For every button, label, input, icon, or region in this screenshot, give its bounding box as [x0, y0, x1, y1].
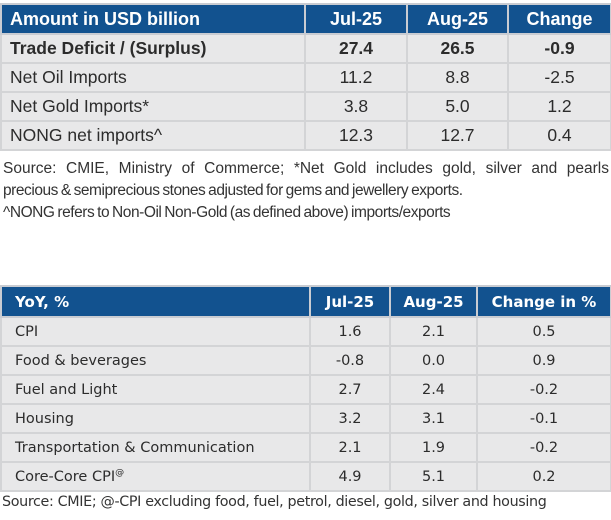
cpi-table-source-note: Source: CMIE; @-CPI excluding food, fuel…: [2, 494, 547, 510]
cell-jul: 11.2: [304, 62, 408, 93]
cell-aug: 8.8: [406, 62, 509, 93]
cpi-table: YoY, % Jul-25 Aug-25 Change in % CPI 1.6…: [0, 285, 611, 492]
cell-change: -0.9: [507, 33, 611, 64]
trade-table-source-note: Source: CMIE, Ministry of Commerce; *Net…: [3, 158, 609, 224]
cell-aug: 0.0: [389, 345, 478, 376]
cell-change: 0.9: [476, 345, 611, 376]
cell-jul: 12.3: [304, 120, 408, 151]
row-label: CPI: [0, 316, 311, 347]
table-row: Housing 3.2 3.1 -0.1: [0, 403, 611, 434]
header-amount: Amount in USD billion: [0, 3, 306, 35]
table-header-row: YoY, % Jul-25 Aug-25 Change in %: [0, 285, 611, 318]
cell-change: 0.2: [476, 461, 611, 492]
table-row: Net Oil Imports 11.2 8.8 -2.5: [0, 62, 611, 93]
row-label: Trade Deficit / (Surplus): [0, 33, 306, 64]
cell-jul: -0.8: [309, 345, 391, 376]
row-label-text: Core-Core CPI: [15, 469, 116, 485]
cell-aug: 2.4: [389, 374, 478, 405]
cell-change: 0.5: [476, 316, 611, 347]
row-label: Core-Core CPI@: [0, 461, 311, 492]
row-label: Transportation & Communication: [0, 432, 311, 463]
cell-aug: 5.0: [406, 91, 509, 122]
cell-change: 0.4: [507, 120, 611, 151]
cell-jul: 27.4: [304, 33, 408, 64]
table-row: Net Gold Imports* 3.8 5.0 1.2: [0, 91, 611, 122]
row-label-text: Fuel and Light: [15, 382, 118, 398]
source-note-line: precious & semiprecious stones adjusted …: [3, 182, 463, 199]
table-header-row: Amount in USD billion Jul-25 Aug-25 Chan…: [0, 3, 611, 35]
header-change: Change: [507, 3, 611, 35]
cell-aug: 1.9: [389, 432, 478, 463]
trade-deficit-table: Amount in USD billion Jul-25 Aug-25 Chan…: [0, 3, 611, 151]
row-label-text: CPI: [15, 324, 39, 340]
cell-jul: 2.7: [309, 374, 391, 405]
table-row: Food & beverages -0.8 0.0 0.9: [0, 345, 611, 376]
row-label-text: Housing: [15, 411, 74, 427]
header-aug: Aug-25: [406, 3, 509, 35]
source-note-line: ^NONG refers to Non-Oil Non-Gold (as def…: [3, 204, 451, 221]
table-row: Transportation & Communication 2.1 1.9 -…: [0, 432, 611, 463]
row-label: Food & beverages: [0, 345, 311, 376]
cell-aug: 26.5: [406, 33, 509, 64]
cell-change: -0.2: [476, 374, 611, 405]
cell-change: 1.2: [507, 91, 611, 122]
cell-aug: 5.1: [389, 461, 478, 492]
cell-jul: 3.2: [309, 403, 391, 434]
cell-change: -0.1: [476, 403, 611, 434]
cell-aug: 3.1: [389, 403, 478, 434]
cell-jul: 1.6: [309, 316, 391, 347]
row-label-sup: @: [115, 468, 125, 478]
row-label-text: Food & beverages: [15, 353, 147, 369]
table-row: Trade Deficit / (Surplus) 27.4 26.5 -0.9: [0, 33, 611, 64]
header-yoy: YoY, %: [0, 285, 311, 318]
table-row: Core-Core CPI@ 4.9 5.1 0.2: [0, 461, 611, 492]
cell-aug: 2.1: [389, 316, 478, 347]
header-aug: Aug-25: [389, 285, 478, 318]
row-label: Fuel and Light: [0, 374, 311, 405]
table-row: NONG net imports^ 12.3 12.7 0.4: [0, 120, 611, 151]
row-label: NONG net imports^: [0, 120, 306, 151]
cell-jul: 3.8: [304, 91, 408, 122]
row-label: Net Oil Imports: [0, 62, 306, 93]
row-label: Net Gold Imports*: [0, 91, 306, 122]
source-note-line: Source: CMIE, Ministry of Commerce; *Net…: [3, 160, 609, 177]
cell-change: -2.5: [507, 62, 611, 93]
cell-jul: 4.9: [309, 461, 391, 492]
table-row: Fuel and Light 2.7 2.4 -0.2: [0, 374, 611, 405]
header-jul: Jul-25: [309, 285, 391, 318]
header-change: Change in %: [476, 285, 611, 318]
cell-aug: 12.7: [406, 120, 509, 151]
header-jul: Jul-25: [304, 3, 408, 35]
table-row: CPI 1.6 2.1 0.5: [0, 316, 611, 347]
row-label: Housing: [0, 403, 311, 434]
row-label-text: Transportation & Communication: [15, 440, 255, 456]
cell-jul: 2.1: [309, 432, 391, 463]
cell-change: -0.2: [476, 432, 611, 463]
